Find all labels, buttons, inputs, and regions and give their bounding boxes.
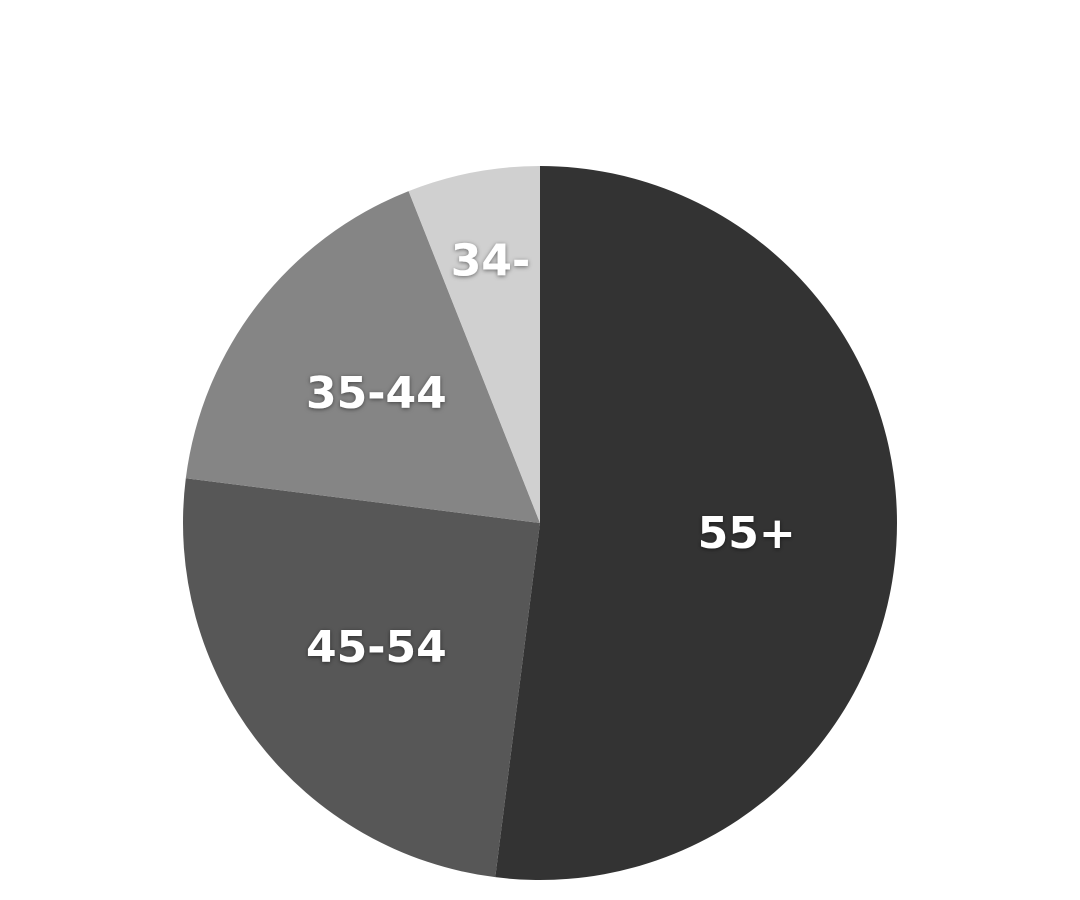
slice-label: 35-44 xyxy=(306,368,447,419)
pie-slice xyxy=(185,191,540,523)
slice-label: 55+ xyxy=(698,508,796,559)
pie-slice xyxy=(408,166,540,523)
pie-slice xyxy=(182,478,541,878)
slice-label: 45-54 xyxy=(306,622,447,673)
slice-label: 34- xyxy=(451,235,531,286)
pie-slice xyxy=(495,166,897,881)
